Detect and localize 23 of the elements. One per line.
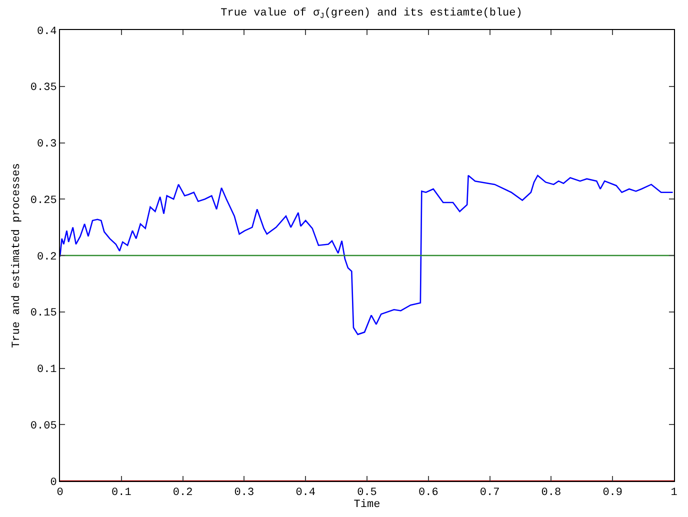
y-axis-title: True and estimated processes — [11, 163, 24, 348]
y-tick-label: 0.35 — [30, 82, 57, 94]
x-tick-label: 0.2 — [172, 487, 193, 500]
y-tick-label: 0.2 — [36, 251, 57, 264]
x-tick-label: 1 — [670, 487, 678, 500]
y-tick-label: 0 — [50, 476, 57, 489]
x-tick-label: 0.3 — [234, 487, 254, 500]
y-tick-label: 0.05 — [30, 420, 57, 432]
y-tick-label: 0.25 — [30, 194, 57, 207]
chart-title: True value of σ$_{J}$(green) and its estiamte(blue) — [220, 7, 522, 21]
x-tick-label: 0.8 — [541, 487, 562, 500]
y-tick-label: 0.15 — [30, 308, 57, 320]
x-tick-label: 0.9 — [602, 487, 623, 500]
y-tick-label: 0.3 — [36, 138, 57, 151]
line-series — [60, 174, 674, 336]
y-tick-label: 0.1 — [36, 364, 58, 376]
x-tick-label: 0.4 — [296, 487, 316, 500]
x-tick-label: 0.6 — [418, 487, 438, 500]
y-tick-label: 0.4 — [36, 26, 58, 38]
x-tick-label: 0.1 — [111, 487, 132, 500]
x-tick-label: 0.5 — [357, 487, 377, 500]
x-tick-label: 0.7 — [480, 487, 500, 500]
x-axis-title: Time — [354, 499, 380, 512]
